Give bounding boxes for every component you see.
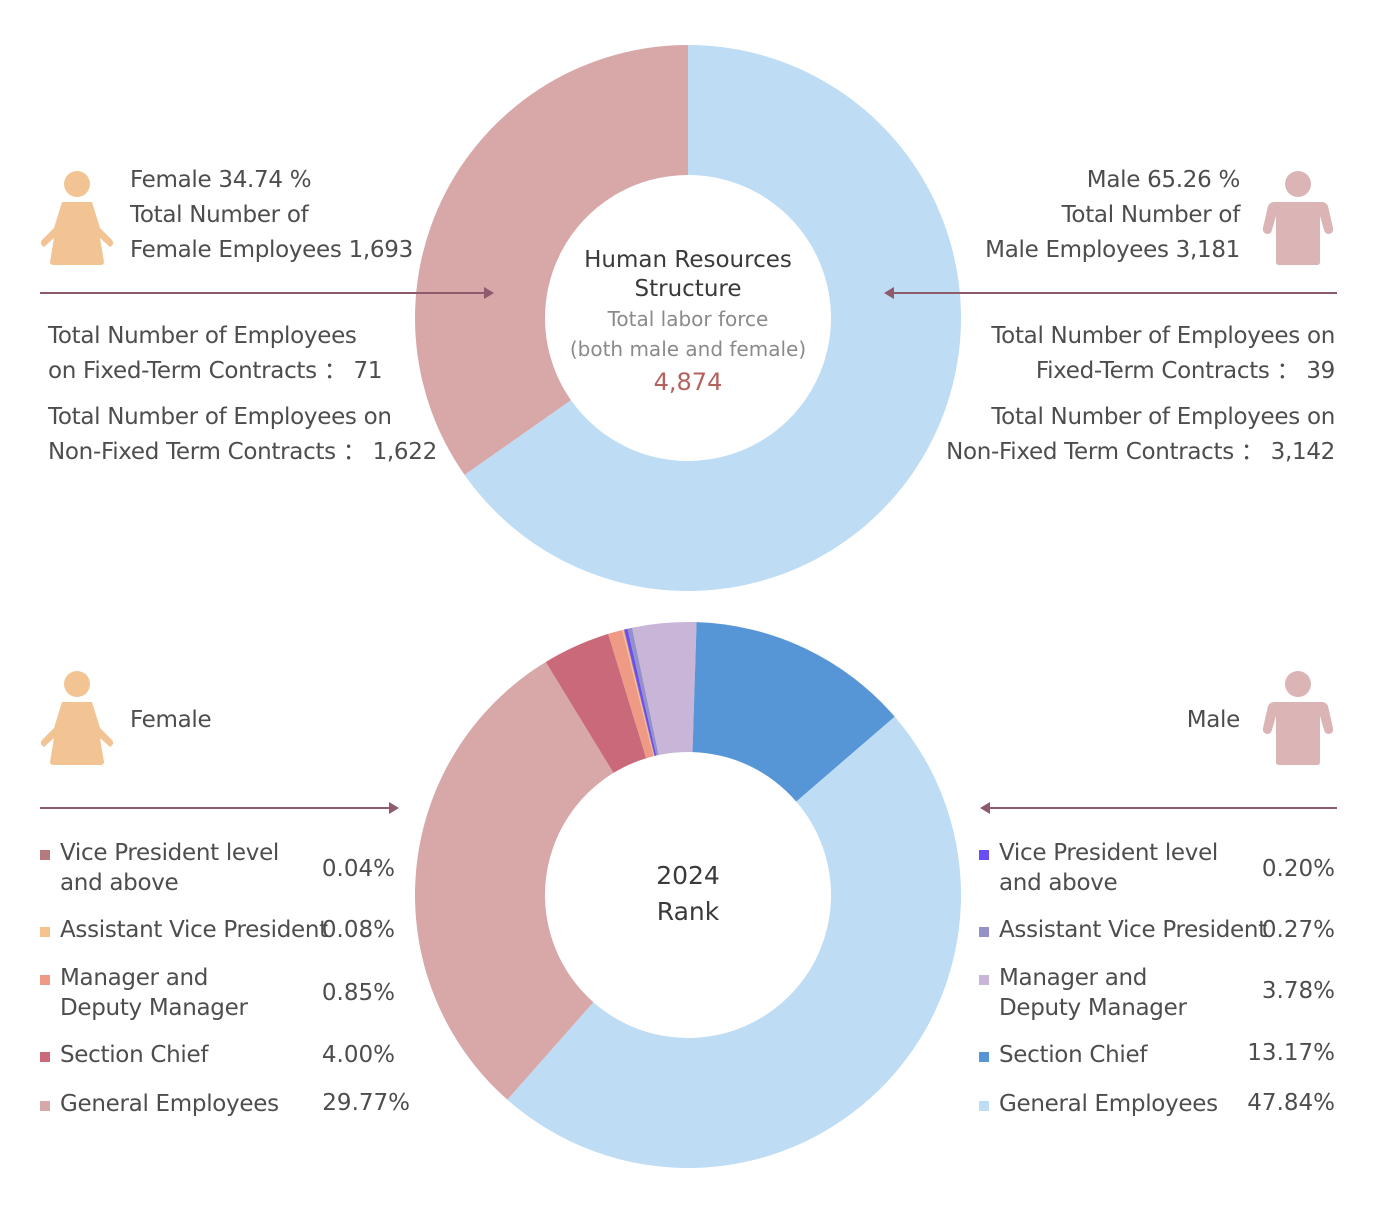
hr-structure-donut <box>415 45 962 591</box>
female-legend-item: General Employees <box>40 1089 279 1119</box>
rank-donut <box>414 622 961 1168</box>
slice-female-general-employees <box>414 661 614 1100</box>
female-fixed-term-value: on Fixed-Term Contracts ： 71 <box>48 358 383 384</box>
male-legend-item: Section Chief <box>979 1040 1147 1070</box>
chart-subtitle-line1: Total labor force <box>607 307 769 331</box>
rank-label: Rank <box>656 897 720 926</box>
legend-value: 0.08% <box>321 917 395 943</box>
legend-label: General Employees <box>60 1091 279 1117</box>
legend-value: 29.77% <box>322 1090 410 1116</box>
arrow-right-icon <box>389 802 399 814</box>
legend-swatch <box>979 975 989 985</box>
male-person-icon <box>1262 171 1334 265</box>
female-percentage: Female 34.74 % <box>130 167 312 193</box>
legend-swatch <box>979 850 989 860</box>
arrow-left-icon <box>884 287 894 299</box>
slice-male-vice-president-level-and-above <box>624 628 657 756</box>
legend-value: 0.20% <box>1261 856 1335 882</box>
chart-subtitle-line2: (both male and female) <box>569 337 807 361</box>
legend-label: Vice President level and above <box>60 840 280 896</box>
legend-swatch <box>979 927 989 937</box>
legend-swatch <box>979 1052 989 1062</box>
arrow-right-icon <box>484 287 494 299</box>
male-person-icon <box>1262 671 1334 765</box>
male-fixed-term-value: Fixed-Term Contracts ： 39 <box>1035 358 1335 384</box>
legend-label: Section Chief <box>60 1042 209 1068</box>
slice-male-general-employees <box>507 716 961 1168</box>
legend-swatch <box>40 1101 50 1111</box>
female-nonfixed-term-value: Non-Fixed Term Contracts ： 1,622 <box>48 439 437 465</box>
male-legend-item: Manager and Deputy Manager <box>979 963 1187 1023</box>
legend-label: Manager and Deputy Manager <box>60 965 248 1021</box>
slice-male <box>464 45 962 591</box>
female-total-count: Female Employees 1,693 <box>130 237 413 263</box>
total-labor-force-value: 4,874 <box>653 368 723 396</box>
legend-label: Section Chief <box>999 1042 1148 1068</box>
male-legend-arrow-line <box>988 807 1337 809</box>
male-section-label: Male <box>1186 707 1241 733</box>
legend-swatch <box>40 975 50 985</box>
female-legend-item: Manager and Deputy Manager <box>40 963 248 1023</box>
slice-male-manager-and-deputy-manager <box>632 622 697 756</box>
legend-swatch <box>40 850 50 860</box>
female-person-icon <box>40 171 114 265</box>
male-fixed-term-label: Total Number of Employees on <box>991 323 1335 349</box>
legend-label: Vice President level and above <box>999 840 1219 896</box>
legend-value: 4.00% <box>321 1042 395 1068</box>
legend-value: 0.04% <box>321 856 395 882</box>
legend-label: Manager and Deputy Manager <box>999 965 1187 1021</box>
female-legend-arrow-line <box>40 807 390 809</box>
female-legend-item: Vice President level and above <box>40 838 279 898</box>
male-legend-item: Vice President level and above <box>979 838 1218 898</box>
arrow-left-icon <box>980 802 990 814</box>
male-legend-item: General Employees <box>979 1089 1218 1119</box>
chart-title-line2: Structure <box>634 276 742 302</box>
rank-year: 2024 <box>656 861 720 890</box>
legend-value: 0.27% <box>1261 917 1335 943</box>
female-fixed-term-label: Total Number of Employees <box>48 323 357 349</box>
slice-female-vice-president-level-and-above <box>623 629 655 757</box>
legend-value: 47.84% <box>1247 1090 1335 1116</box>
female-nonfixed-term-label: Total Number of Employees on <box>48 404 392 430</box>
female-total-label: Total Number of <box>130 202 309 228</box>
male-legend-item: Assistant Vice President <box>979 915 1267 945</box>
legend-value: 0.85% <box>321 980 395 1006</box>
slice-female-manager-and-deputy-manager <box>608 630 654 759</box>
legend-label: Assistant Vice President <box>999 917 1267 943</box>
female-legend-item: Assistant Vice President <box>40 915 328 945</box>
legend-swatch <box>979 1101 989 1111</box>
legend-swatch <box>40 1052 50 1062</box>
female-section-label: Female <box>130 707 212 733</box>
legend-label: Assistant Vice President <box>60 917 328 943</box>
male-total-label: Total Number of <box>1061 202 1241 228</box>
male-nonfixed-term-label: Total Number of Employees on <box>991 404 1335 430</box>
male-arrow-line <box>893 292 1337 294</box>
female-person-icon <box>40 671 114 765</box>
slice-female <box>415 45 688 475</box>
male-total-count: Male Employees 3,181 <box>985 237 1240 263</box>
slice-male-assistant-vice-president <box>627 627 659 756</box>
legend-value: 3.78% <box>1261 978 1335 1004</box>
female-legend-item: Section Chief <box>40 1040 208 1070</box>
slice-male-section-chief <box>692 622 895 802</box>
chart-title-line1: Human Resources <box>584 247 792 273</box>
slice-female-assistant-vice-president <box>622 629 655 757</box>
legend-label: General Employees <box>999 1091 1218 1117</box>
male-percentage: Male 65.26 % <box>1086 167 1241 193</box>
legend-value: 13.17% <box>1247 1040 1335 1066</box>
male-nonfixed-term-value: Non-Fixed Term Contracts ： 3,142 <box>946 439 1335 465</box>
legend-swatch <box>40 927 50 937</box>
slice-female-section-chief <box>545 633 647 773</box>
female-arrow-line <box>40 292 485 294</box>
